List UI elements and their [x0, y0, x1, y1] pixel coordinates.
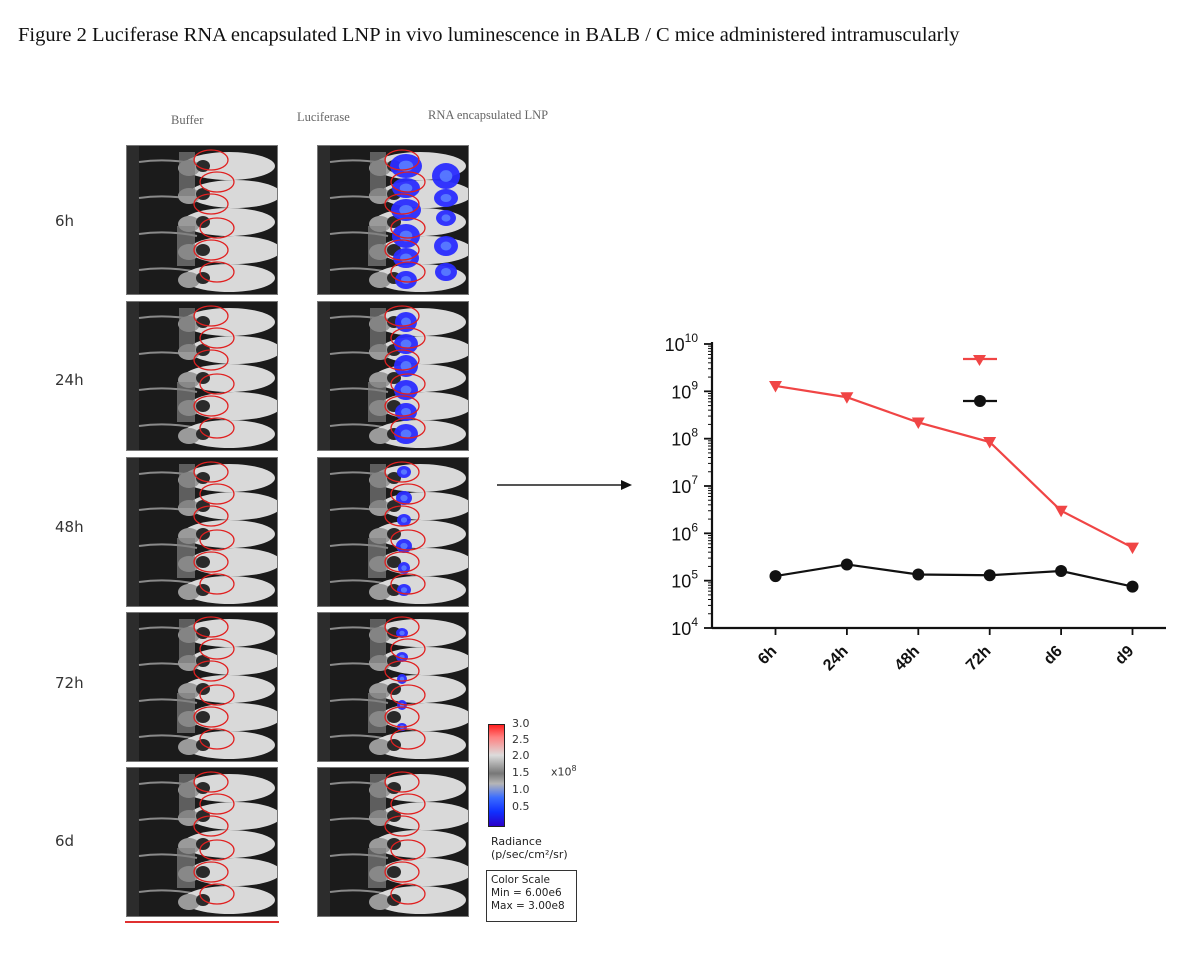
lnp-panel-6h — [317, 145, 469, 295]
figure-title: Figure 2 Luciferase RNA encapsulated LNP… — [18, 24, 960, 46]
data-point — [840, 392, 854, 404]
data-point — [1055, 565, 1068, 578]
mouse-image — [127, 146, 277, 294]
mouse-image — [127, 768, 277, 916]
color-scale-min: Min = 6.00e6 — [491, 887, 562, 899]
radiance-title: Radiance — [491, 835, 542, 848]
scale-multiplier-base: x10 — [551, 765, 572, 779]
data-point — [1126, 580, 1139, 593]
series-line — [775, 563, 1133, 588]
mouse-image — [318, 302, 468, 450]
scale-multiplier-exp: 8 — [571, 764, 577, 773]
y-tick-label: 106 — [671, 520, 698, 544]
data-point — [912, 568, 925, 581]
x-tick-label: d9 — [1112, 643, 1137, 668]
arrow-line — [497, 484, 621, 486]
mouse-image — [127, 613, 277, 761]
series-line — [775, 384, 1134, 549]
buffer-panel-72h — [126, 612, 278, 762]
x-tick-label: 24h — [820, 643, 852, 675]
legend-marker — [974, 395, 986, 407]
scale-tick-label: 3.0 — [512, 717, 530, 730]
x-tick-label: 72h — [963, 643, 995, 675]
mouse-image — [318, 146, 468, 294]
scale-tick-label: 1.0 — [512, 783, 530, 796]
data-point — [911, 417, 925, 429]
scale-tick-label: 1.5 — [512, 766, 530, 779]
data-point — [769, 380, 782, 393]
time-label-72h: 72h — [55, 674, 84, 692]
mouse-image — [318, 613, 468, 761]
y-tick-label: 109 — [671, 378, 698, 402]
x-tick-label: 48h — [892, 643, 924, 675]
y-tick-label: 108 — [671, 426, 698, 450]
data-point — [983, 437, 997, 449]
color-scale-bar — [488, 724, 505, 827]
buffer-panel-24h — [126, 301, 278, 451]
x-tick-label: d6 — [1041, 643, 1066, 668]
radiance-label: Radiance (p/sec/cm²/sr) — [491, 835, 568, 861]
scale-tick-label: 2.0 — [512, 749, 530, 762]
legend-marker — [973, 355, 986, 366]
column-label-lnp: RNA encapsulated LNP — [428, 108, 549, 122]
red-underline — [125, 921, 279, 923]
buffer-panel-48h — [126, 457, 278, 607]
y-tick-label: 105 — [671, 568, 698, 592]
y-tick-label: 104 — [671, 615, 698, 639]
data-point — [1054, 505, 1068, 518]
lnp-panel-72h — [317, 612, 469, 762]
buffer-panel-6h — [126, 145, 278, 295]
data-point — [1126, 542, 1139, 555]
scale-multiplier: x108 — [551, 764, 577, 779]
y-tick-label: 1010 — [665, 331, 699, 355]
color-scale-box: Color Scale Min = 6.00e6 Max = 3.00e8 — [486, 870, 577, 922]
color-scale-max: Max = 3.00e8 — [491, 900, 565, 912]
mouse-image — [127, 458, 277, 606]
column-label-buffer: Buffer — [171, 113, 204, 127]
lnp-panel-48h — [317, 457, 469, 607]
lnp-panel-6d — [317, 767, 469, 917]
arrow-right-icon — [621, 479, 632, 490]
mouse-image — [127, 302, 277, 450]
data-point — [769, 570, 782, 583]
x-tick-label: 6h — [755, 643, 780, 668]
radiance-unit: (p/sec/cm²/sr) — [491, 848, 568, 861]
column-label-luciferase: Luciferase — [297, 110, 350, 124]
time-label-24h: 24h — [55, 371, 84, 389]
time-label-48h: 48h — [55, 518, 84, 536]
mouse-image — [318, 768, 468, 916]
data-point — [840, 558, 853, 571]
time-label-6h: 6h — [55, 212, 75, 230]
scale-tick-label: 2.5 — [512, 733, 530, 746]
data-point — [983, 569, 996, 582]
mouse-image — [318, 458, 468, 606]
color-scale-box-title: Color Scale — [491, 874, 551, 886]
lnp-panel-24h — [317, 301, 469, 451]
time-label-6d: 6d — [55, 832, 75, 850]
buffer-panel-6d — [126, 767, 278, 917]
scale-tick-label: 0.5 — [512, 800, 530, 813]
y-tick-label: 107 — [671, 473, 698, 497]
